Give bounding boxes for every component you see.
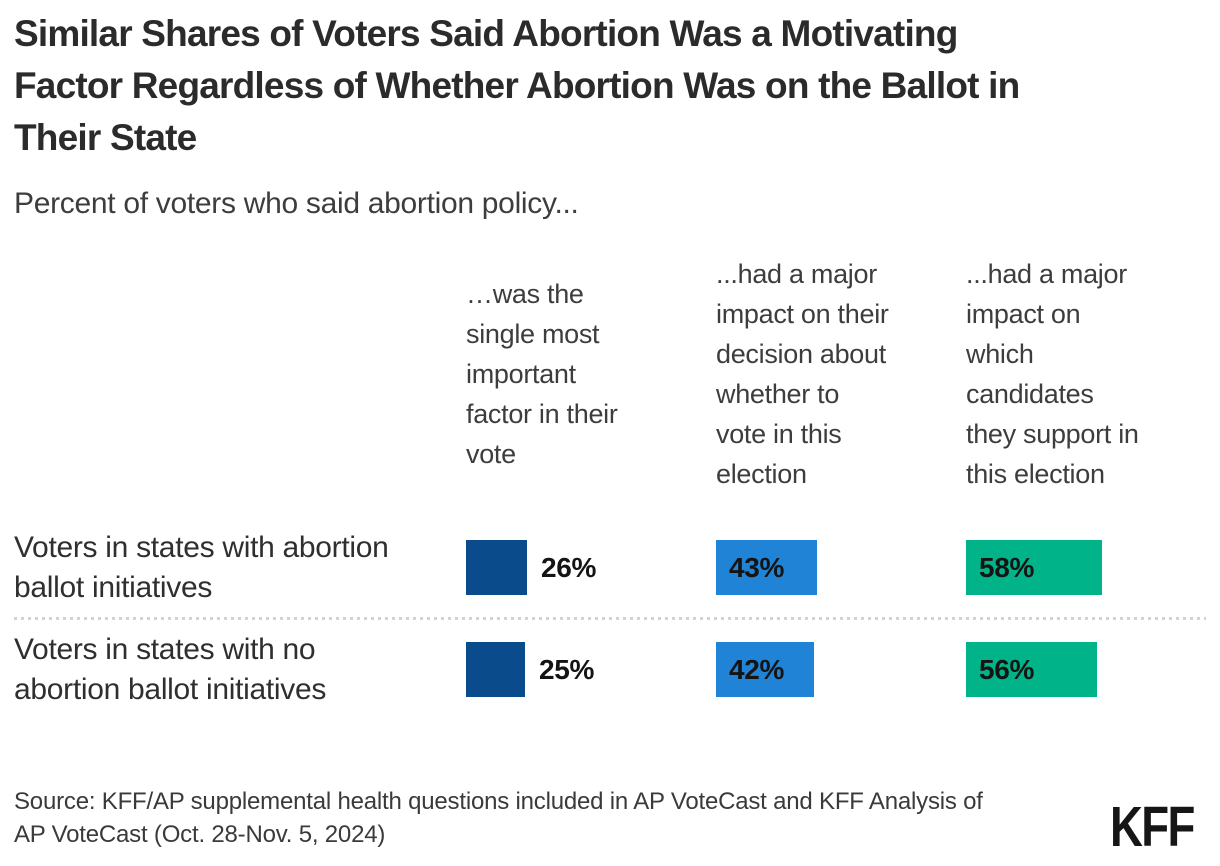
bar — [466, 540, 527, 595]
bar-cell: 25% — [466, 620, 716, 719]
kff-logo: KFF — [1110, 795, 1195, 859]
bar-value-label: 43% — [729, 551, 785, 583]
bar: 56% — [966, 642, 1097, 697]
row-divider — [14, 617, 1206, 620]
bar-value-label: 42% — [729, 653, 785, 685]
bar: 58% — [966, 540, 1102, 595]
bar-cell: 42% — [716, 620, 966, 719]
page-title: Similar Shares of Voters Said Abortion W… — [14, 13, 1020, 158]
chart-subtitle: Percent of voters who said abortion poli… — [14, 187, 579, 220]
bar-value-label: 58% — [979, 551, 1035, 583]
bar-cell: 43% — [716, 518, 966, 617]
bar-value-label: 56% — [979, 653, 1035, 685]
source-note: Source: KFF/AP supplemental health quest… — [14, 788, 983, 848]
bar-cell: 56% — [966, 620, 1220, 719]
column-header-single-most-important: …was the single most important factor in… — [466, 279, 618, 469]
bar-value-label: 26% — [541, 551, 597, 583]
column-header-row: …was the single most important factor in… — [14, 254, 1220, 494]
row-label: Voters in states with abortion ballot in… — [14, 530, 389, 604]
bar-cell: 26% — [466, 518, 716, 617]
bar-value-label: 25% — [539, 653, 595, 685]
column-header-impact-which-candidates: ...had a major impact on which candidate… — [966, 259, 1139, 489]
footer: Source: KFF/AP supplemental health quest… — [14, 785, 1206, 859]
row-label: Voters in states with no abortion ballot… — [14, 632, 327, 706]
bar: 42% — [716, 642, 814, 697]
column-header-impact-whether-to-vote: ...had a major impact on their decision … — [716, 259, 889, 489]
bar: 43% — [716, 540, 817, 595]
data-row-ballot-initiatives: Voters in states with abortion ballot in… — [14, 518, 1220, 617]
bar — [466, 642, 525, 697]
data-row-no-ballot-initiatives: Voters in states with no abortion ballot… — [14, 620, 1220, 719]
bar-cell: 58% — [966, 518, 1220, 617]
